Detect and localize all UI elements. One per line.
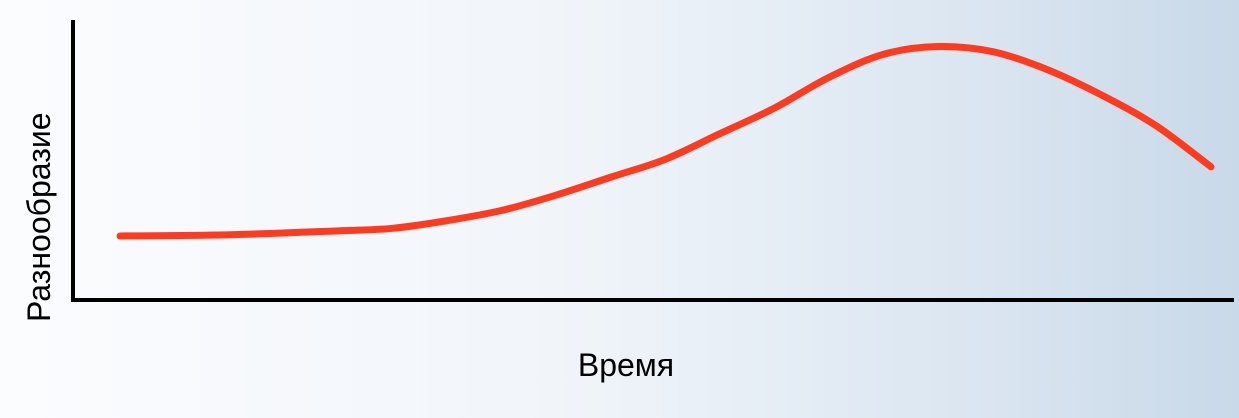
y-axis-label: Разнообразие <box>21 112 57 322</box>
x-axis-label: Время <box>566 340 686 390</box>
series-line <box>120 46 1211 236</box>
series-layer <box>120 46 1211 236</box>
